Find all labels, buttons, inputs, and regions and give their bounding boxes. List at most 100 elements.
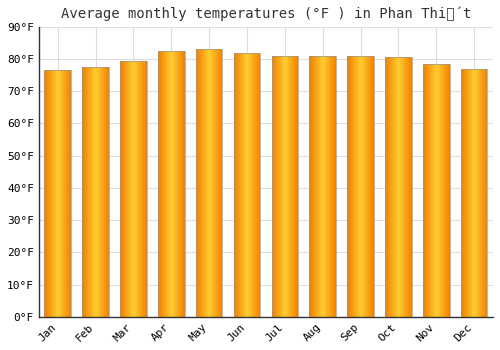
Bar xyxy=(124,61,125,317)
Bar xyxy=(411,57,412,317)
Bar xyxy=(393,57,394,317)
Bar xyxy=(282,56,283,317)
Bar xyxy=(49,70,50,317)
Bar xyxy=(103,67,104,317)
Bar xyxy=(123,61,124,317)
Bar xyxy=(244,52,245,317)
Bar xyxy=(102,67,103,317)
Bar xyxy=(328,56,330,317)
Bar xyxy=(296,56,297,317)
Bar xyxy=(443,64,444,317)
Bar xyxy=(290,56,291,317)
Bar xyxy=(476,69,477,317)
Bar xyxy=(128,61,129,317)
Bar xyxy=(292,56,293,317)
Bar xyxy=(277,56,278,317)
Bar xyxy=(254,52,255,317)
Bar xyxy=(200,49,201,317)
Bar xyxy=(66,70,67,317)
Bar xyxy=(217,49,218,317)
Bar xyxy=(209,49,210,317)
Bar xyxy=(251,52,252,317)
Bar xyxy=(239,52,240,317)
Bar xyxy=(58,70,59,317)
Bar xyxy=(248,52,249,317)
Bar xyxy=(274,56,275,317)
Bar xyxy=(468,69,469,317)
Bar xyxy=(54,70,55,317)
Bar xyxy=(82,67,109,317)
Bar xyxy=(372,56,373,317)
Bar xyxy=(88,67,89,317)
Bar xyxy=(399,57,400,317)
Bar xyxy=(477,69,478,317)
Bar xyxy=(99,67,100,317)
Bar xyxy=(348,56,350,317)
Bar xyxy=(236,52,237,317)
Bar xyxy=(283,56,284,317)
Bar xyxy=(67,70,68,317)
Bar xyxy=(213,49,214,317)
Bar xyxy=(220,49,221,317)
Bar xyxy=(475,69,476,317)
Bar xyxy=(358,56,359,317)
Bar xyxy=(474,69,475,317)
Bar xyxy=(206,49,207,317)
Bar xyxy=(201,49,202,317)
Bar xyxy=(320,56,322,317)
Bar xyxy=(158,51,160,317)
Bar xyxy=(273,56,274,317)
Bar xyxy=(272,56,298,317)
Bar xyxy=(449,64,450,317)
Bar xyxy=(326,56,328,317)
Bar xyxy=(385,57,411,317)
Bar xyxy=(212,49,213,317)
Bar xyxy=(70,70,71,317)
Bar xyxy=(216,49,217,317)
Bar xyxy=(234,52,235,317)
Bar xyxy=(462,69,463,317)
Bar xyxy=(86,67,87,317)
Bar xyxy=(364,56,365,317)
Bar xyxy=(363,56,364,317)
Bar xyxy=(129,61,130,317)
Bar xyxy=(131,61,132,317)
Bar xyxy=(482,69,484,317)
Bar xyxy=(400,57,401,317)
Bar xyxy=(60,70,61,317)
Bar xyxy=(407,57,408,317)
Bar xyxy=(136,61,137,317)
Bar xyxy=(90,67,91,317)
Bar xyxy=(178,51,179,317)
Bar xyxy=(334,56,336,317)
Bar xyxy=(182,51,183,317)
Bar xyxy=(397,57,398,317)
Bar xyxy=(472,69,473,317)
Bar xyxy=(89,67,90,317)
Bar xyxy=(388,57,389,317)
Bar xyxy=(361,56,362,317)
Bar xyxy=(467,69,468,317)
Bar xyxy=(240,52,241,317)
Bar xyxy=(287,56,288,317)
Bar xyxy=(312,56,313,317)
Bar xyxy=(310,56,311,317)
Bar xyxy=(210,49,211,317)
Bar xyxy=(127,61,128,317)
Bar xyxy=(94,67,95,317)
Bar xyxy=(465,69,466,317)
Bar xyxy=(138,61,140,317)
Bar xyxy=(444,64,445,317)
Bar xyxy=(430,64,431,317)
Bar xyxy=(125,61,126,317)
Bar xyxy=(121,61,122,317)
Bar xyxy=(164,51,166,317)
Bar xyxy=(64,70,65,317)
Bar xyxy=(330,56,332,317)
Bar xyxy=(316,56,318,317)
Bar xyxy=(428,64,429,317)
Bar xyxy=(463,69,464,317)
Bar xyxy=(480,69,481,317)
Bar xyxy=(425,64,426,317)
Bar xyxy=(369,56,370,317)
